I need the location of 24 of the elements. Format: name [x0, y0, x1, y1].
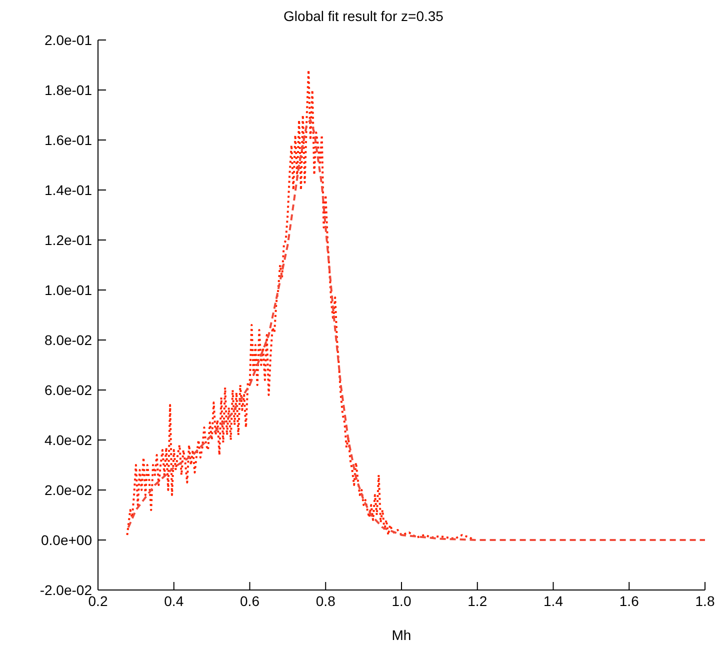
x-tick-label: 1.6: [619, 592, 640, 609]
y-tick-label: 4.0e-02: [44, 432, 92, 448]
x-tick-label: 0.6: [240, 592, 260, 609]
y-tick-label: 1.8e-01: [44, 82, 92, 98]
y-tick-label: 1.2e-01: [44, 232, 92, 248]
y-tick-label: 6.0e-02: [44, 382, 92, 398]
x-tick-label: 1.2: [468, 592, 488, 609]
y-tick-label: 8.0e-02: [44, 332, 92, 348]
y-tick-label: 1.6e-01: [44, 132, 92, 148]
x-axis-title: Mh: [392, 627, 412, 643]
y-tick-label: 1.4e-01: [44, 182, 92, 198]
y-tick-label: 1.0e-01: [44, 282, 92, 298]
x-tick-label: 0.8: [316, 592, 336, 609]
x-tick-label: 0.2: [88, 592, 108, 609]
line-series: [127, 119, 705, 541]
y-tick-label: 0.0e+00: [41, 532, 92, 548]
line-series: [126, 69, 475, 541]
x-tick-label: 1.8: [695, 592, 715, 609]
chart-title: Global fit result for z=0.35: [282, 8, 444, 26]
y-tick-label: 2.0e-01: [44, 32, 92, 48]
x-tick-label: 1.0: [392, 592, 412, 609]
x-tick-label: 0.4: [164, 592, 184, 609]
x-tick-label: 1.4: [544, 592, 564, 609]
y-tick-label: 2.0e-02: [44, 482, 92, 498]
